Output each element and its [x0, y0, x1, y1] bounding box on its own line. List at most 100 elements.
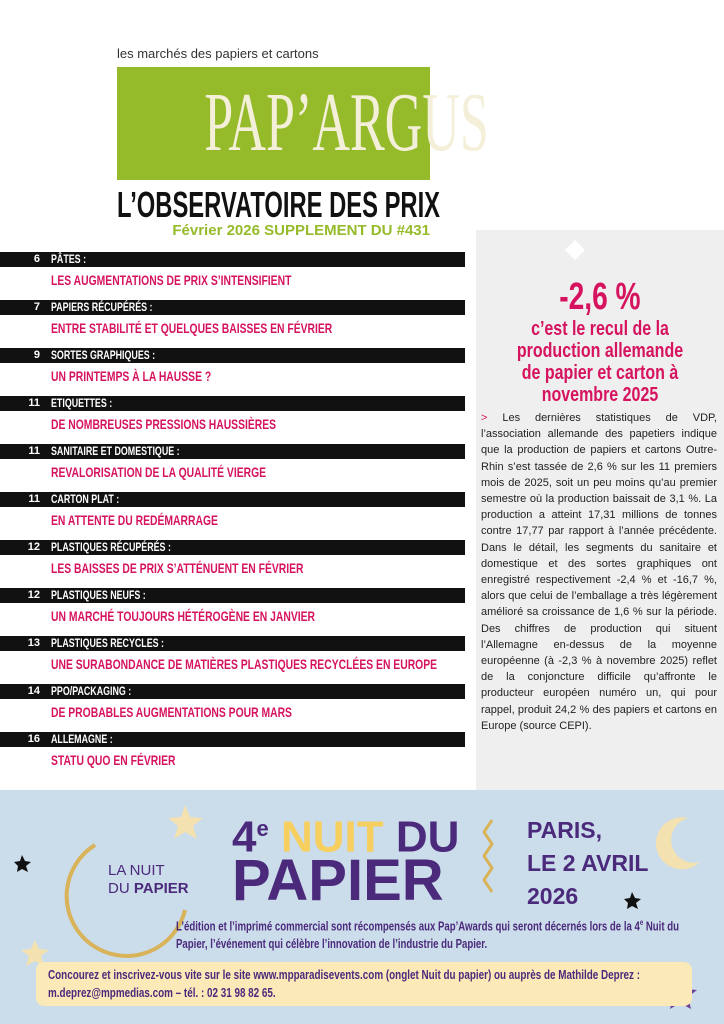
toc-bar: 7 PAPIERS RÉCUPÉRÉS : [0, 300, 465, 315]
toc-section: SANITAIRE ET DOMESTIQUE : [51, 444, 180, 458]
toc-headline: UNE SURABONDANCE DE MATIÈRES PLASTIQUES … [51, 656, 438, 672]
toc-section: PLASTIQUES RÉCUPÉRÉS : [51, 540, 171, 554]
toc-headline-wrap: DE PROBABLES AUGMENTATIONS POUR MARS [51, 704, 377, 720]
toc-headline-wrap: LES AUGMENTATIONS DE PRIX S’INTENSIFIENT [51, 272, 376, 288]
article: > Les dernières statistiques de VDP, l’a… [481, 410, 717, 734]
toc-headline: DE PROBABLES AUGMENTATIONS POUR MARS [51, 704, 292, 720]
contact: Concourez et inscrivez-vous vite sur le … [48, 967, 641, 1000]
logo-text: PAP’ARGUS [204, 76, 489, 169]
toc-section: ETIQUETTES : [51, 396, 113, 410]
toc-section-wrap: PLASTIQUES RÉCUPÉRÉS : [51, 540, 213, 555]
headline-du: DU [395, 812, 460, 862]
diamond [565, 240, 585, 260]
banner: LA NUIT DU PAPIER 4e NUIT DU PAPIER PARI… [0, 790, 724, 1024]
issue: Février 2026 SUPPLEMENT DU #431 [172, 222, 430, 239]
contact-box: Concourez et inscrivez-vous vite sur le … [36, 962, 692, 1006]
star [624, 892, 641, 909]
toc-headline-wrap: UN PRINTEMPS À LA HAUSSE ? [51, 368, 268, 384]
toc-headline: ENTRE STABILITÉ ET QUELQUES BAISSES EN F… [51, 320, 333, 336]
toc-section-wrap: PLASTIQUES RECYCLES : [51, 636, 204, 651]
toc-page: 16 [27, 733, 40, 745]
logo-papier: PAPIER [133, 880, 189, 897]
toc-headline-wrap: UNE SURABONDANCE DE MATIÈRES PLASTIQUES … [51, 656, 573, 672]
page-title: L’OBSERVATOIRE DES PRIX [117, 184, 441, 225]
toc-page: 12 [27, 541, 40, 553]
toc-headline-wrap: ENTRE STABILITÉ ET QUELQUES BAISSES EN F… [51, 320, 431, 336]
moon [655, 817, 700, 870]
toc-section: PAPIERS RÉCUPÉRÉS : [51, 300, 153, 314]
toc-headline: REVALORISATION DE LA QUALITÉ VIERGE [51, 464, 267, 480]
toc-headline-wrap: STATU QUO EN FÉVRIER [51, 752, 219, 768]
toc-headline: DE NOMBREUSES PRESSIONS HAUSSIÈRES [51, 416, 277, 432]
toc-bar: 16 ALLEMAGNE : [0, 732, 465, 747]
logo-line1: LA NUIT [108, 862, 165, 879]
toc-bar: 11 ETIQUETTES : [0, 396, 465, 411]
toc-section: PLASTIQUES RECYCLES : [51, 636, 164, 650]
toc-headline-wrap: REVALORISATION DE LA QUALITÉ VIERGE [51, 464, 342, 480]
banner-text: L’édition et l’imprimé commercial sont r… [176, 914, 679, 953]
toc-page: 14 [27, 685, 40, 697]
toc-headline: STATU QUO EN FÉVRIER [51, 752, 176, 768]
toc-headline-wrap: EN ATTENTE DU REDÉMARRAGE [51, 512, 277, 528]
toc-bar: 13 PLASTIQUES RECYCLES : [0, 636, 465, 651]
headline-nuit: NUIT [280, 812, 384, 862]
banner-text-b: Nuit du Papier, l’événement qui célèbre … [176, 918, 679, 952]
toc-bar: 6 PÂTES : [0, 252, 465, 267]
toc-bar: 9 SORTES GRAPHIQUES : [0, 348, 465, 363]
toc-headline: EN ATTENTE DU REDÉMARRAGE [51, 512, 218, 528]
star [14, 855, 31, 872]
toc-bar: 14 PPO/PACKAGING : [0, 684, 465, 699]
toc-section: CARTON PLAT : [51, 492, 120, 506]
toc-section-wrap: SANITAIRE ET DOMESTIQUE : [51, 444, 225, 459]
toc-bar: 12 PLASTIQUES RÉCUPÉRÉS : [0, 540, 465, 555]
toc-section: PLASTIQUES NEUFS : [51, 588, 146, 602]
headline-papier: PAPIER [232, 848, 444, 913]
star [21, 940, 49, 966]
crescent [64, 843, 187, 958]
toc-bar: 11 CARTON PLAT : [0, 492, 465, 507]
edition-sup: e [256, 816, 269, 841]
toc-headline-wrap: UN MARCHÉ TOUJOURS HÉTÉROGÈNE EN JANVIER [51, 608, 408, 624]
toc-page: 6 [33, 253, 40, 265]
key-caption: c’est le recul de la production allemand… [516, 318, 684, 406]
tagline: les marchés des papiers et cartons [117, 46, 319, 61]
toc-headline-wrap: DE NOMBREUSES PRESSIONS HAUSSIÈRES [51, 416, 355, 432]
toc-section-wrap: ALLEMAGNE : [51, 732, 134, 747]
toc-page: 11 [28, 397, 40, 409]
toc-headline: LES AUGMENTATIONS DE PRIX S’INTENSIFIENT [51, 272, 292, 288]
banner-text-sup: e [639, 918, 644, 927]
logo-du: DU [108, 880, 130, 897]
toc-bar: 12 PLASTIQUES NEUFS : [0, 588, 465, 603]
toc-section-wrap: PÂTES : [51, 252, 98, 267]
toc-section: ALLEMAGNE : [51, 732, 113, 746]
banner-text-a: L’édition et l’imprimé commercial sont r… [176, 918, 640, 934]
year: 2026 [527, 883, 579, 909]
article-text: Les dernières statistiques de VDP, l’ass… [481, 412, 717, 732]
toc-section: PÂTES : [51, 252, 87, 266]
toc-headline: LES BAISSES DE PRIX S’ATTÉNUENT EN FÉVRI… [51, 560, 304, 576]
zigzag [482, 819, 494, 893]
toc-bar: 11 SANITAIRE ET DOMESTIQUE : [0, 444, 465, 459]
marker: > [481, 412, 488, 424]
city: PARIS, [527, 817, 602, 843]
toc-section: SORTES GRAPHIQUES : [51, 348, 156, 362]
logo-box: PAP’ARGUS [117, 67, 489, 180]
toc-page: 9 [33, 349, 40, 361]
toc-section-wrap: CARTON PLAT : [51, 492, 143, 507]
toc-headline-wrap: LES BAISSES DE PRIX S’ATTÉNUENT EN FÉVRI… [51, 560, 392, 576]
toc-section-wrap: PLASTIQUES NEUFS : [51, 588, 179, 603]
key-figure: -2,6 % [559, 276, 641, 318]
toc-page: 13 [27, 637, 40, 649]
date: LE 2 AVRIL [527, 850, 649, 876]
toc-headline: UN MARCHÉ TOUJOURS HÉTÉROGÈNE EN JANVIER [51, 608, 316, 624]
toc-section-wrap: PAPIERS RÉCUPÉRÉS : [51, 300, 188, 315]
toc-section: PPO/PACKAGING : [51, 684, 132, 698]
star [168, 805, 203, 839]
edition: 4 [232, 812, 257, 862]
toc-section-wrap: PPO/PACKAGING : [51, 684, 159, 699]
toc-section-wrap: ETIQUETTES : [51, 396, 134, 411]
toc-page: 7 [33, 301, 40, 313]
toc-page: 11 [28, 445, 40, 457]
